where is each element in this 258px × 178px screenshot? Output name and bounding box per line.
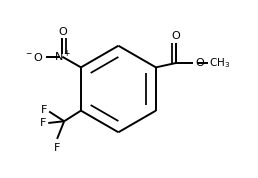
Text: O: O	[58, 27, 67, 37]
Text: F: F	[41, 105, 47, 115]
Text: $^-$O: $^-$O	[24, 51, 44, 63]
Text: N$^+$: N$^+$	[54, 49, 71, 64]
Text: CH$_3$: CH$_3$	[209, 56, 230, 70]
Text: O: O	[172, 31, 181, 41]
Text: F: F	[54, 143, 60, 153]
Text: F: F	[40, 118, 46, 128]
Text: O: O	[195, 58, 204, 68]
